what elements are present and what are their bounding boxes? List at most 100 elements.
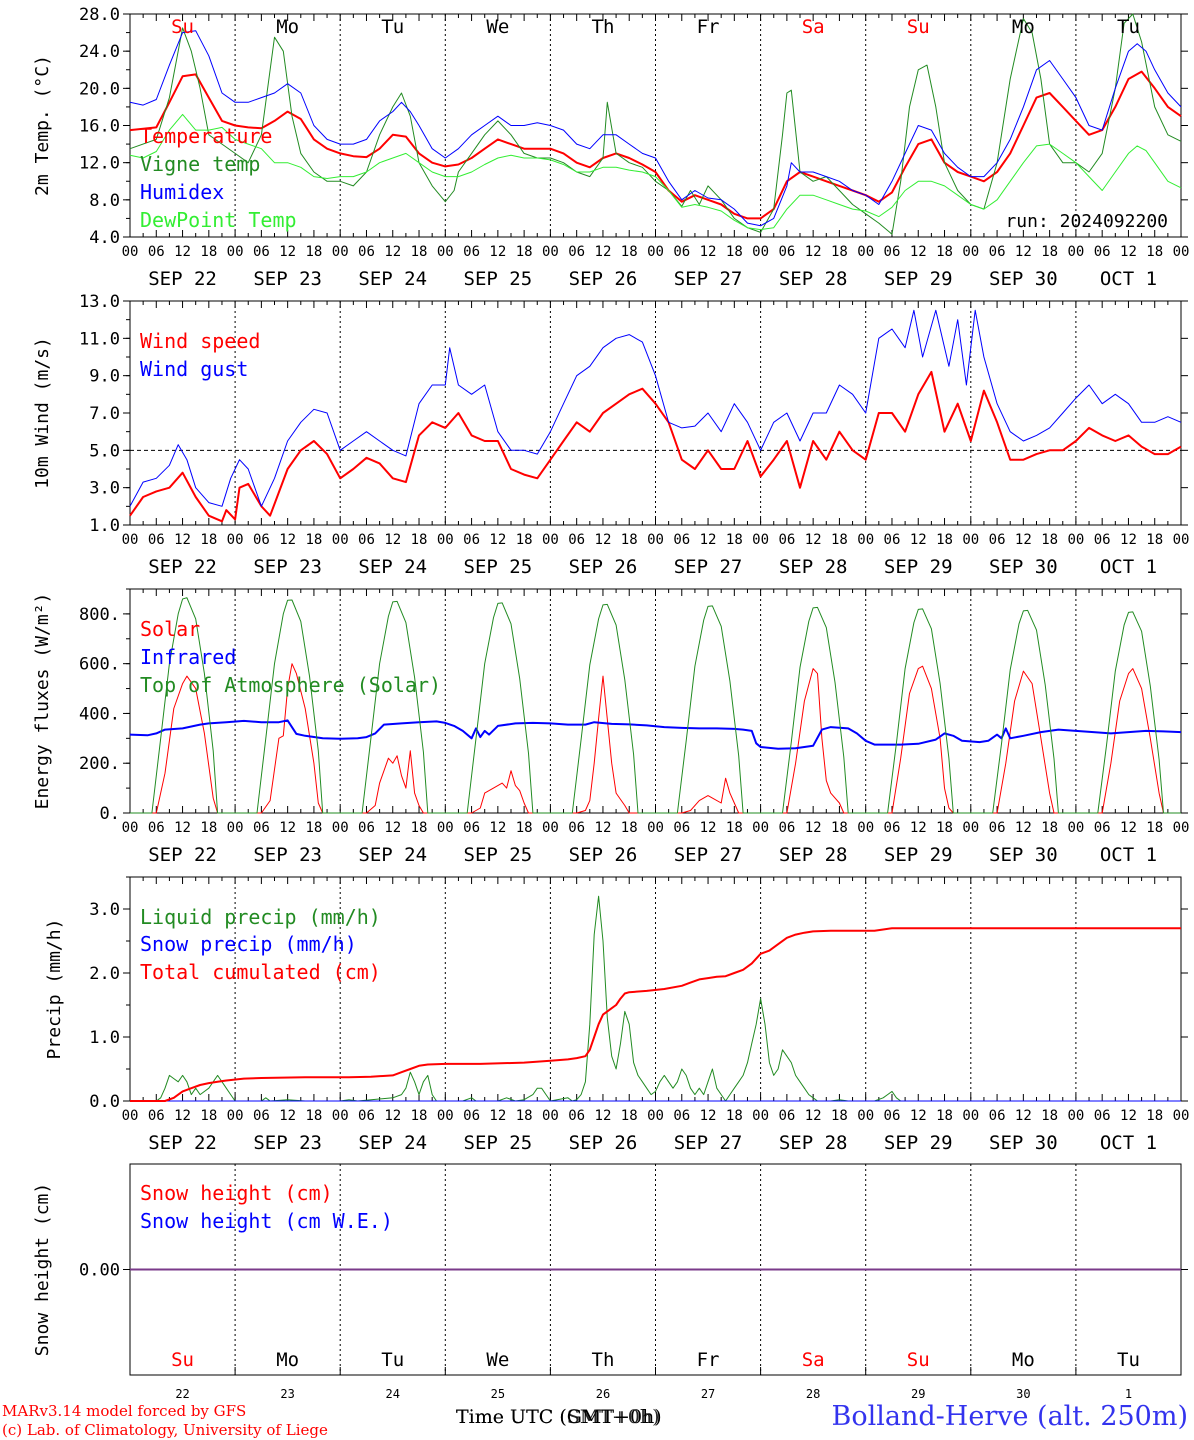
hour-tick-label: 12 [384, 244, 401, 260]
hour-tick-label: 06 [1094, 1108, 1111, 1124]
legend-entry: Snow precip (mm/h) [140, 932, 357, 956]
hour-tick-label: 00 [857, 244, 874, 260]
series-line [129, 70, 1182, 220]
date-label: SEP 23 [253, 1132, 322, 1154]
hour-tick-label: 00 [752, 532, 769, 548]
date-label: SEP 24 [358, 844, 427, 866]
day-number: 29 [911, 1387, 925, 1401]
y-tick-label: 9.0 [89, 367, 120, 387]
hour-tick-label: 06 [673, 532, 690, 548]
y-axis-label: Snow height (cm) [32, 1183, 53, 1356]
hour-tick-label: 12 [1015, 820, 1032, 836]
hour-tick-label: 06 [673, 244, 690, 260]
hour-tick-label: 00 [647, 1108, 664, 1124]
date-label: SEP 30 [989, 556, 1058, 578]
hour-tick-label: 06 [1094, 244, 1111, 260]
day-name: Su [171, 16, 194, 38]
hour-tick-label: 00 [857, 1108, 874, 1124]
date-label: SEP 28 [779, 268, 848, 290]
hour-tick-label: 06 [568, 1108, 585, 1124]
hour-tick-label: 18 [936, 532, 953, 548]
date-label: SEP 29 [884, 268, 953, 290]
hour-tick-label: 12 [910, 244, 927, 260]
hour-tick-label: 00 [122, 820, 139, 836]
hour-tick-label: 06 [989, 820, 1006, 836]
hour-tick-label: 12 [1015, 244, 1032, 260]
y-tick-label: 28.0 [79, 5, 120, 25]
y-tick-label: 600. [79, 655, 120, 675]
hour-tick-label: 18 [831, 532, 848, 548]
day-name: Tu [1117, 16, 1140, 38]
hour-tick-label: 00 [962, 820, 979, 836]
hour-tick-label: 00 [122, 532, 139, 548]
y-tick-label: 7.0 [89, 404, 120, 424]
hour-tick-label: 18 [936, 244, 953, 260]
date-label: SEP 23 [253, 844, 322, 866]
legend-entry: Solar [140, 617, 200, 641]
hour-tick-label: 00 [1067, 244, 1084, 260]
hour-tick-label: 18 [1041, 820, 1058, 836]
day-number: 24 [386, 1387, 400, 1401]
hour-tick-label: 06 [568, 820, 585, 836]
date-label: SEP 25 [464, 844, 533, 866]
hour-tick-label: 06 [148, 244, 165, 260]
date-label: OCT 1 [1100, 268, 1157, 290]
hour-tick-label: 06 [673, 820, 690, 836]
legend-entry: Vigne temp [140, 152, 260, 176]
hour-tick-label: 18 [1041, 244, 1058, 260]
y-tick-label: 0.00 [79, 1261, 120, 1281]
hour-tick-label: 18 [305, 532, 322, 548]
date-label: SEP 30 [989, 268, 1058, 290]
date-label: SEP 27 [674, 556, 743, 578]
hour-tick-label: 12 [279, 1108, 296, 1124]
y-tick-label: 8.0 [89, 191, 120, 211]
date-label: OCT 1 [1100, 556, 1157, 578]
hour-tick-label: 12 [805, 1108, 822, 1124]
y-axis-label: Energy fluxes (W/m²) [32, 593, 53, 810]
hour-tick-label: 12 [489, 532, 506, 548]
hour-tick-label: 18 [516, 820, 533, 836]
day-name: Tu [1117, 1349, 1140, 1371]
hour-tick-label: 12 [805, 532, 822, 548]
day-name: Fr [697, 1349, 720, 1371]
hour-tick-label: 12 [174, 532, 191, 548]
day-name: Su [907, 16, 930, 38]
date-label: SEP 28 [779, 556, 848, 578]
hour-tick-label: 12 [595, 1108, 612, 1124]
hour-tick-label: 06 [463, 532, 480, 548]
date-label: SEP 25 [464, 268, 533, 290]
hour-tick-label: 06 [989, 244, 1006, 260]
y-axis-label: 10m Wind (m/s) [32, 337, 53, 489]
hour-tick-label: 12 [595, 244, 612, 260]
series-line [129, 30, 1182, 227]
y-tick-label: 0. [100, 804, 120, 824]
hour-tick-label: 00 [437, 820, 454, 836]
day-name: Th [592, 16, 615, 38]
y-tick-label: 200. [79, 754, 120, 774]
hour-tick-label: 06 [989, 1108, 1006, 1124]
hour-tick-label: 06 [673, 1108, 690, 1124]
hour-tick-label: 00 [962, 1108, 979, 1124]
series-line [129, 370, 1182, 523]
hour-tick-label: 12 [700, 820, 717, 836]
series-line [129, 309, 1182, 507]
hour-tick-label: 18 [516, 1108, 533, 1124]
y-tick-label: 20.0 [79, 79, 120, 99]
hour-tick-label: 00 [752, 820, 769, 836]
hour-tick-label: 00 [437, 1108, 454, 1124]
hour-tick-label: 00 [227, 244, 244, 260]
hour-tick-label: 12 [595, 820, 612, 836]
hour-tick-label: 18 [411, 244, 428, 260]
date-label: SEP 29 [884, 1132, 953, 1154]
hour-tick-label: 12 [174, 1108, 191, 1124]
day-number: 22 [175, 1387, 189, 1401]
date-label: SEP 29 [884, 556, 953, 578]
date-label: SEP 28 [779, 1132, 848, 1154]
date-label: SEP 29 [884, 844, 953, 866]
hour-tick-label: 12 [384, 1108, 401, 1124]
y-tick-label: 24.0 [79, 42, 120, 62]
hour-tick-label: 06 [884, 244, 901, 260]
hour-tick-label: 12 [384, 820, 401, 836]
date-label: SEP 22 [148, 268, 217, 290]
hour-tick-label: 12 [384, 532, 401, 548]
